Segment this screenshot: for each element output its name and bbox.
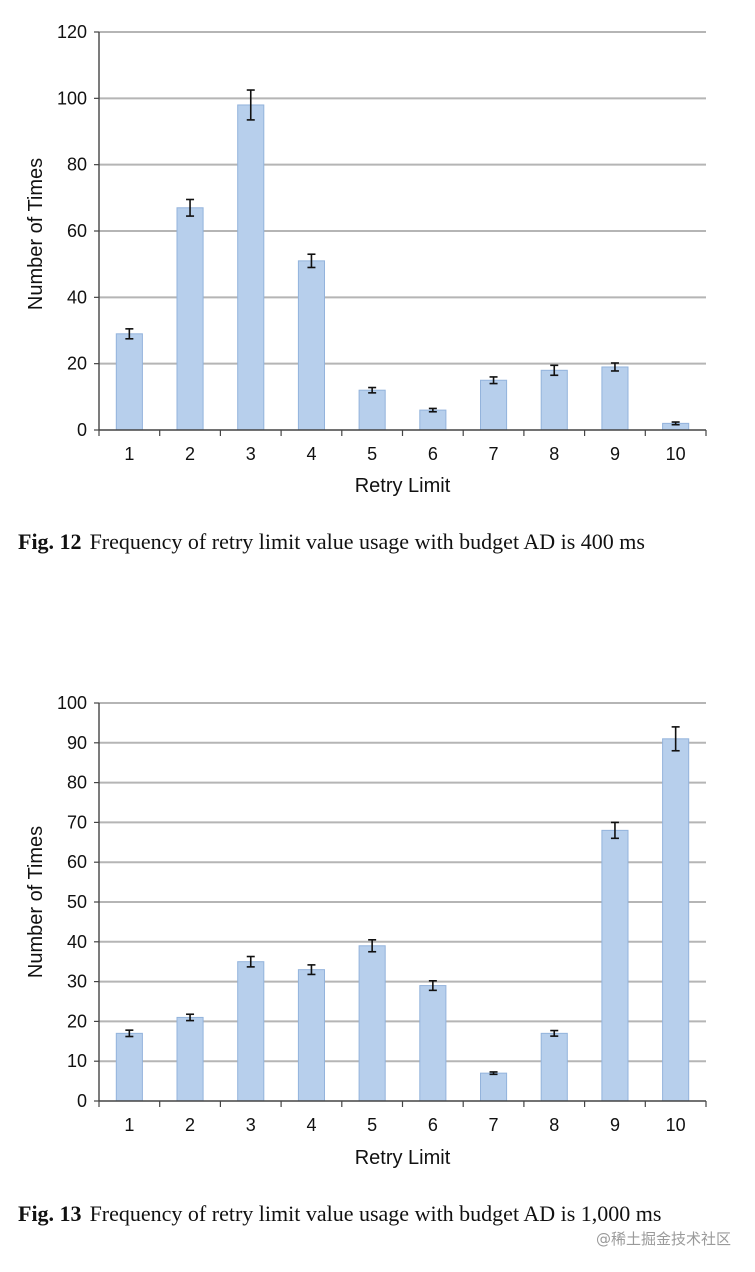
fig12-xtick-label: 1 — [124, 444, 134, 464]
fig13-ytick-label: 60 — [67, 852, 87, 872]
fig12-bar — [419, 409, 447, 431]
fig12-ytick-label: 100 — [57, 88, 87, 108]
fig12-caption-text: Frequency of retry limit value usage wit… — [89, 529, 645, 554]
fig13-xtick-label: 1 — [124, 1115, 134, 1135]
fig13-xtick-label: 7 — [489, 1115, 499, 1135]
fig12-bar — [358, 389, 386, 431]
fig12-bar — [601, 366, 629, 431]
fig13-caption: Fig. 13 Frequency of retry limit value us… — [18, 1199, 716, 1229]
fig12-xtick-label: 9 — [610, 444, 620, 464]
fig12-xtick-label: 3 — [246, 444, 256, 464]
fig12-x-axis-title: Retry Limit — [355, 475, 451, 497]
fig13-ytick-label: 20 — [67, 1011, 87, 1031]
fig12-bar — [237, 104, 265, 431]
fig12-ytick-label: 80 — [67, 155, 87, 175]
fig12-bar — [176, 207, 204, 431]
fig13-bar — [601, 829, 629, 1102]
fig13-bar — [237, 961, 265, 1102]
fig13-chart: 0 10 20 30 40 50 60 70 80 90 100 1 2 3 4 5 6 7 8 9 10 Retry L… — [25, 693, 707, 1169]
fig12-bar — [297, 260, 326, 431]
fig13-ytick-label: 80 — [67, 773, 87, 793]
fig12-y-axis-title: Number of Times — [25, 158, 47, 310]
fig12-ytick-label: 60 — [67, 221, 87, 241]
fig13-xtick-label: 8 — [549, 1115, 559, 1135]
fig13-bar — [540, 1032, 568, 1102]
fig13-caption-label: Fig. 13 — [18, 1201, 82, 1226]
fig13-bar — [419, 985, 447, 1102]
fig12-chart: 0 20 40 60 80 100 120 1 2 3 4 5 6 7 8 9 10 Retry Limit Num… — [25, 22, 707, 497]
fig13-bar — [115, 1032, 143, 1102]
fig13-ytick-label: 100 — [57, 693, 87, 713]
fig13-ytick-label: 10 — [67, 1051, 87, 1071]
fig13-bar — [358, 945, 386, 1102]
fig13-ytick-label: 70 — [67, 812, 87, 832]
fig13-ytick-label: 30 — [67, 972, 87, 992]
fig13-bar — [176, 1016, 204, 1102]
fig13-xtick-label: 9 — [610, 1115, 620, 1135]
fig12-ytick-label: 20 — [67, 354, 87, 374]
fig12-xtick-label: 2 — [185, 444, 195, 464]
fig13-xtick-label: 6 — [428, 1115, 438, 1135]
fig13-xtick-label: 5 — [367, 1115, 377, 1135]
fig13-ytick-label: 40 — [67, 932, 87, 952]
fig12-xtick-label: 8 — [549, 444, 559, 464]
fig12-xtick-label: 5 — [367, 444, 377, 464]
fig12-bar — [115, 333, 143, 431]
fig12-xtick-label: 4 — [306, 444, 316, 464]
fig12-bar — [479, 379, 508, 431]
fig12-ytick-label: 40 — [67, 287, 87, 307]
fig12-xtick-label: 10 — [666, 444, 686, 464]
fig12-caption-label: Fig. 12 — [18, 529, 82, 554]
fig13-y-axis-title: Number of Times — [25, 826, 47, 978]
fig12-bar — [540, 369, 568, 431]
fig12-ytick-label: 0 — [77, 420, 87, 440]
fig13-ytick-label: 50 — [67, 892, 87, 912]
fig13-bar — [479, 1072, 508, 1102]
fig12-caption: Fig. 12 Frequency of retry limit value us… — [18, 527, 716, 557]
fig12-xtick-label: 7 — [489, 444, 499, 464]
fig13-xtick-label: 4 — [306, 1115, 316, 1135]
fig13-caption-text: Frequency of retry limit value usage wit… — [89, 1201, 662, 1226]
watermark: @稀土掘金技术社区 — [595, 1230, 731, 1248]
fig13-xtick-label: 3 — [246, 1115, 256, 1135]
fig13-bar — [297, 969, 326, 1102]
fig13-bar — [662, 738, 690, 1102]
fig12-xtick-label: 6 — [428, 444, 438, 464]
fig13-ytick-label: 90 — [67, 733, 87, 753]
fig13-xtick-label: 2 — [185, 1115, 195, 1135]
fig13-x-axis-title: Retry Limit — [355, 1147, 451, 1169]
fig12-ytick-label: 120 — [57, 22, 87, 42]
fig13-ytick-label: 0 — [77, 1091, 87, 1111]
fig13-xtick-label: 10 — [666, 1115, 686, 1135]
